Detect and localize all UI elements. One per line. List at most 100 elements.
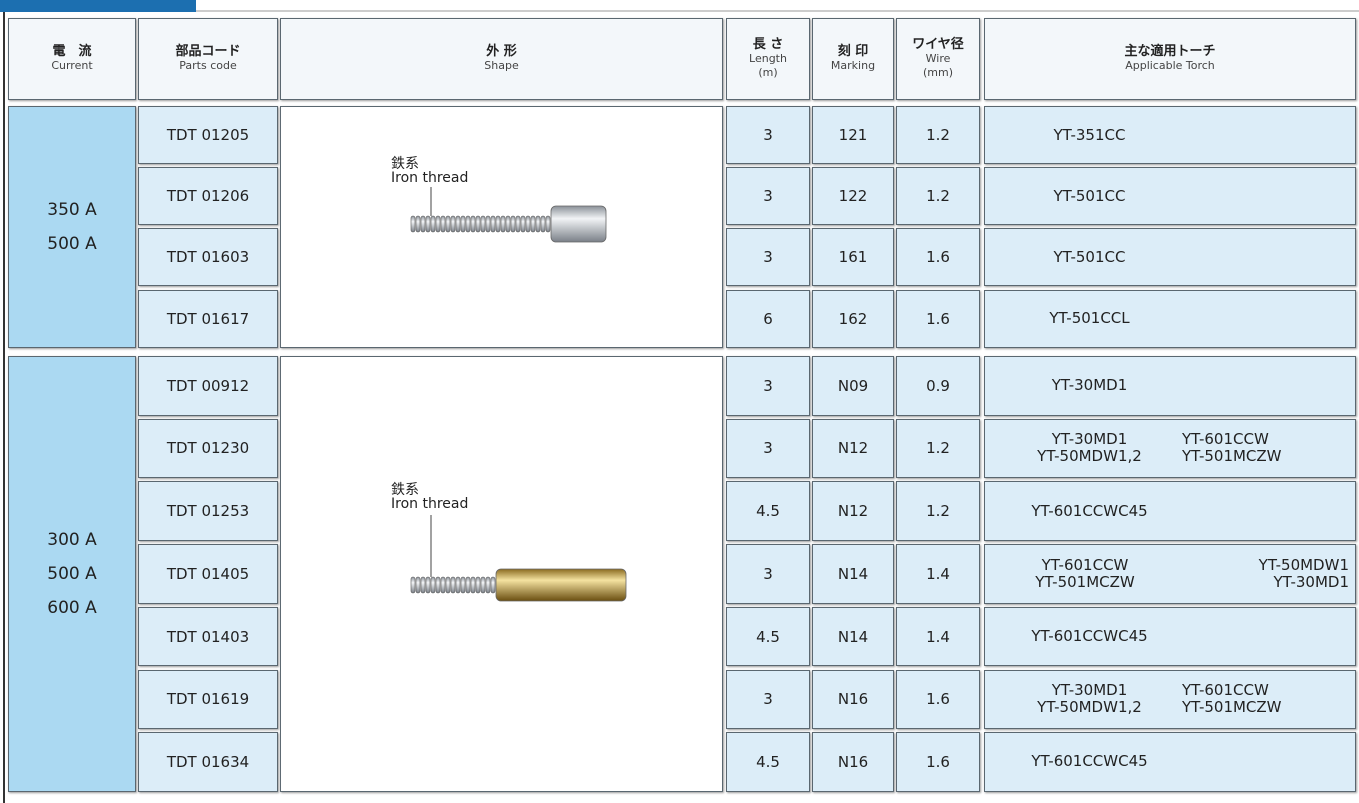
- torch-line: YT-501CC: [997, 247, 1182, 266]
- length: 4.5: [756, 627, 780, 646]
- shape-label-ja: 鉄系: [391, 156, 419, 172]
- marking: N16: [837, 690, 869, 709]
- torch-name: YT-30MD1: [1273, 572, 1349, 591]
- current-value: 600 A: [47, 597, 97, 618]
- shape-label-ja: 鉄系: [391, 482, 419, 498]
- wire-cell: 1.2: [896, 418, 980, 479]
- marking: N14: [837, 627, 869, 646]
- parts-cell: TDT 01405: [138, 544, 278, 604]
- length: 3: [763, 248, 773, 267]
- wire: 1.4: [926, 564, 950, 583]
- torch-line: YT-30MD1: [997, 377, 1182, 394]
- length-cell: 3: [726, 356, 810, 416]
- torch-name: YT-601CCWC45: [1031, 752, 1148, 771]
- parts-code: TDT 01205: [166, 126, 250, 144]
- shape-image: [410, 187, 607, 243]
- wire-cell: 1.6: [896, 228, 980, 287]
- torch-name: YT-601CCWC45: [1031, 627, 1148, 646]
- torch-name: YT-351CC: [1053, 125, 1126, 144]
- length-cell: 3: [726, 544, 810, 604]
- parts-cell: TDT 01634: [138, 732, 278, 792]
- length-cell: 4.5: [726, 481, 810, 541]
- torch-line: YT-501CCL: [997, 310, 1182, 327]
- current-value: 500 A: [47, 233, 97, 254]
- header-ja: 電 流: [52, 44, 92, 59]
- wire: 1.6: [926, 690, 950, 709]
- header-ja: 長 さ: [752, 37, 784, 52]
- torch-cell: YT-501CCL: [984, 289, 1356, 348]
- header-en: Wire: [925, 52, 951, 65]
- length: 3: [763, 126, 773, 144]
- length-cell: 4.5: [726, 732, 810, 792]
- torch-cell: YT-30MD1 YT-601CCW YT-50MDW1,2 YT-501MCZW: [984, 669, 1356, 729]
- left-rule: [3, 12, 5, 803]
- parts-code: TDT 01253: [166, 502, 250, 521]
- wire-cell: 1.6: [896, 669, 980, 729]
- torch-name: YT-50MDW1,2: [1037, 698, 1142, 717]
- marking: 162: [838, 309, 868, 328]
- length-cell: 3: [726, 167, 810, 226]
- torch-name: YT-501CC: [1053, 247, 1126, 266]
- header-cell: 刻 印 Marking: [812, 18, 894, 100]
- torch-line: YT-30MD1 YT-601CCW: [997, 682, 1269, 699]
- wire: 1.2: [926, 502, 950, 521]
- torch-cell: YT-601CCWC45: [984, 606, 1356, 667]
- torch-name: YT-601CCW: [1041, 555, 1129, 574]
- marking: N14: [837, 564, 869, 583]
- header-ja: 部品コード: [175, 44, 241, 59]
- torch-cell: YT-601CCW YT-50MDW1 YT-501MCZW YT-30MD1: [984, 544, 1356, 604]
- current-value: 300 A: [47, 529, 97, 550]
- wire: 1.2: [926, 187, 950, 206]
- wire-cell: 1.2: [896, 106, 980, 164]
- header-en: Shape: [484, 59, 519, 72]
- wire-cell: 1.2: [896, 481, 980, 541]
- torch-cell: YT-351CC: [984, 106, 1356, 164]
- header-ja: ワイヤ径: [912, 37, 964, 52]
- header-unit: (m): [758, 66, 778, 79]
- torch-cell: YT-30MD1 YT-601CCW YT-50MDW1,2 YT-501MCZW: [984, 418, 1356, 479]
- length: 6: [763, 309, 773, 328]
- parts-cell: TDT 01230: [138, 418, 278, 479]
- length-cell: 4.5: [726, 606, 810, 667]
- header-cell: 外 形 Shape: [280, 18, 723, 100]
- length: 3: [763, 439, 773, 458]
- torch-name: YT-30MD1: [1051, 681, 1128, 700]
- shape-label-en: Iron thread: [391, 170, 469, 186]
- marking: 122: [838, 187, 868, 206]
- torch-name: YT-501MCZW: [1182, 698, 1282, 717]
- wire: 1.6: [926, 309, 950, 328]
- current-value: 350 A: [47, 199, 97, 220]
- shape-cell: 鉄系 Iron thread: [280, 106, 723, 348]
- marking-cell: 122: [812, 167, 894, 226]
- torch-line: YT-601CCWC45: [997, 501, 1182, 520]
- parts-code: TDT 01403: [166, 627, 250, 646]
- marking: N12: [837, 502, 869, 521]
- torch-name: YT-30MD1: [1051, 376, 1128, 395]
- torch-cell: YT-501CC: [984, 228, 1356, 287]
- length-cell: 3: [726, 669, 810, 729]
- torch-line: YT-501MCZW YT-30MD1: [997, 572, 1349, 591]
- torch-name: YT-501CCL: [1049, 309, 1130, 328]
- wire-cell: 1.4: [896, 606, 980, 667]
- marking: 161: [838, 248, 868, 267]
- header-en: Parts code: [179, 59, 237, 72]
- parts-cell: TDT 01253: [138, 481, 278, 541]
- header-en: Applicable Torch: [1125, 59, 1215, 72]
- header-en: Marking: [830, 59, 876, 72]
- torch-name: YT-601CCW: [1182, 430, 1269, 449]
- torch-name: YT-30MD1: [1051, 430, 1128, 449]
- torch-name: YT-601CCW: [1182, 681, 1269, 700]
- torch-name: YT-501MCZW: [1035, 572, 1135, 591]
- current-value: 500 A: [47, 563, 97, 584]
- parts-cell: TDT 01205: [138, 106, 278, 164]
- wire-cell: 1.6: [896, 289, 980, 348]
- shape-label: 鉄系 Iron thread: [391, 157, 468, 185]
- header-cell: 主な適用トーチ Applicable Torch: [984, 18, 1356, 100]
- torch-name: YT-601CCWC45: [1031, 501, 1148, 520]
- marking-cell: N14: [812, 606, 894, 667]
- torch-cell: YT-601CCWC45: [984, 732, 1356, 792]
- current-cell: 350 A 500 A: [8, 106, 136, 348]
- parts-cell: TDT 01403: [138, 606, 278, 667]
- parts-code: TDT 01405: [166, 564, 250, 583]
